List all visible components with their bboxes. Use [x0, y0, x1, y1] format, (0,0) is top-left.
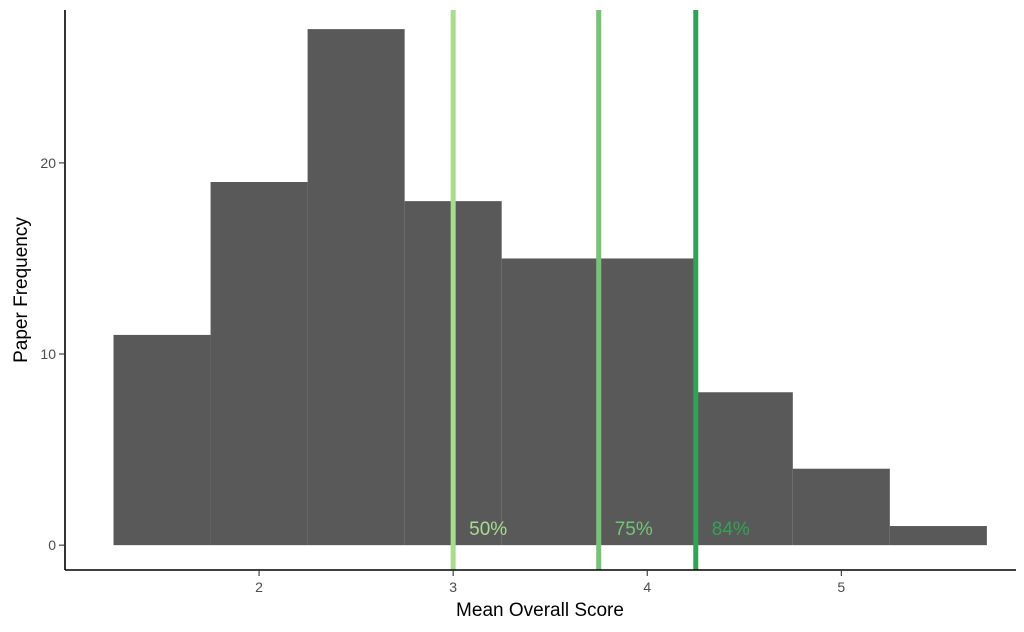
reference-line-label: 50%: [469, 519, 507, 540]
x-tick-label: 2: [255, 579, 263, 595]
histogram-bar: [792, 468, 890, 546]
y-tick-label: 0: [48, 537, 56, 553]
x-axis-title: Mean Overall Score: [456, 600, 624, 621]
reference-lines: [450, 10, 699, 570]
histogram-bar: [113, 334, 211, 546]
reference-labels: 50% 75% 84%: [469, 519, 750, 540]
y-axis-title: Paper Frequency: [11, 217, 32, 363]
reference-line-label: 84%: [712, 519, 750, 540]
y-tick-label: 20: [40, 155, 56, 171]
histogram-bar: [598, 258, 696, 546]
histogram-bar: [695, 392, 793, 546]
y-tick-label: 10: [40, 346, 56, 362]
x-tick-label: 5: [837, 579, 845, 595]
reference-line-label: 75%: [615, 519, 653, 540]
histogram-bar: [307, 29, 405, 546]
x-axis-ticks: 2 3 4 5: [255, 570, 845, 595]
y-axis-ticks: 0 10 20: [40, 155, 65, 553]
x-tick-label: 3: [449, 579, 457, 595]
histogram-bar: [501, 258, 599, 546]
x-tick-label: 4: [643, 579, 651, 595]
histogram-bars: [113, 29, 987, 546]
histogram-bar: [210, 182, 308, 546]
histogram-bar: [889, 526, 987, 546]
